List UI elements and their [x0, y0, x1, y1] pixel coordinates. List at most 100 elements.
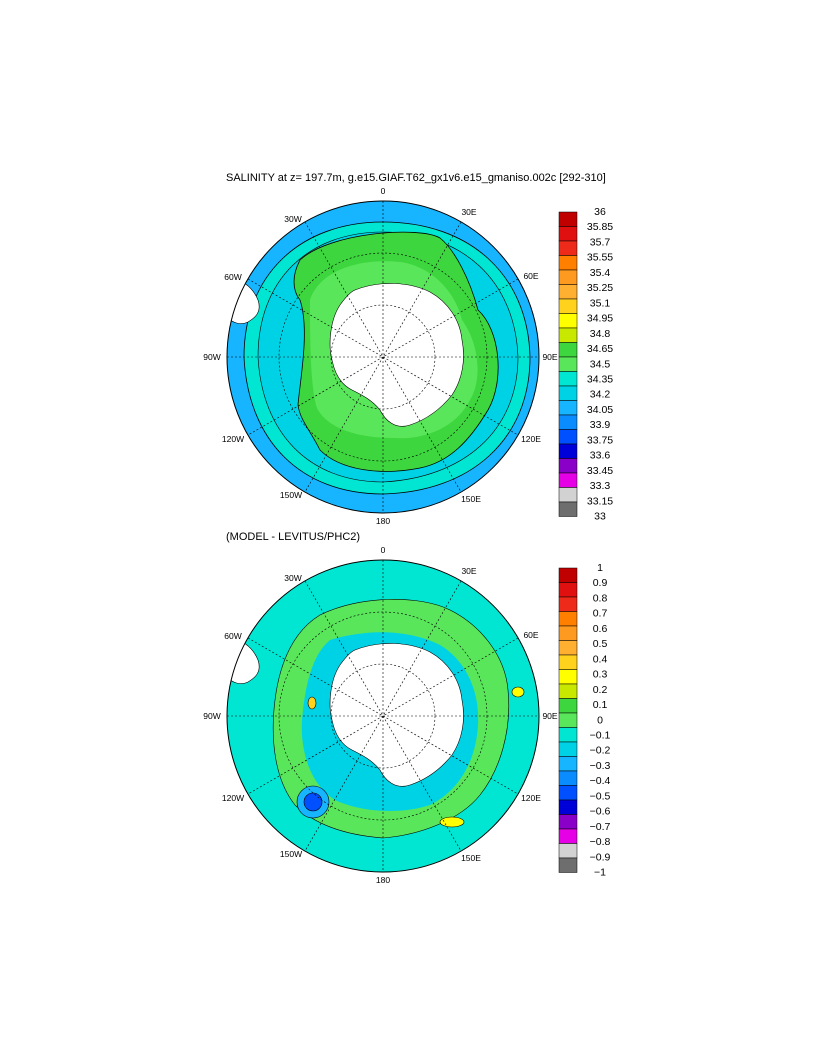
colorbar-label: 34.5 [590, 358, 611, 370]
longitude-label: 180 [376, 516, 390, 526]
colorbar-swatch [558, 843, 578, 859]
colorbar-label: −0.3 [590, 760, 611, 772]
map-border-bottom [226, 559, 540, 873]
colorbar-label: 33.15 [587, 495, 613, 507]
colorbar-label: 0.9 [593, 577, 608, 589]
colorbar-swatch [558, 458, 578, 474]
colorbar-swatch [558, 429, 578, 445]
colorbar-swatch [558, 698, 578, 714]
colorbar-swatch [558, 785, 578, 801]
longitude-label: 120W [222, 434, 244, 444]
colorbar-swatch [558, 371, 578, 387]
longitude-label: 120W [222, 793, 244, 803]
colorbar-swatch [558, 669, 578, 685]
longitude-label: 150W [280, 849, 302, 859]
colorbar-swatch [558, 727, 578, 743]
colorbar-label: 0.4 [593, 653, 608, 665]
graticule-bottom [227, 560, 539, 872]
longitude-label: 90E [542, 352, 557, 362]
colorbar-label: 35.55 [587, 252, 613, 264]
colorbar-swatch [558, 240, 578, 256]
colorbar-swatch [558, 756, 578, 772]
longitude-label: 60E [523, 271, 538, 281]
colorbar-label: 0.6 [593, 623, 608, 635]
longitude-label: 90E [542, 711, 557, 721]
colorbar-swatch [558, 741, 578, 757]
blob-positive-60e [511, 686, 525, 698]
colorbar-swatch [558, 313, 578, 329]
longitude-label: 150E [461, 494, 481, 504]
colorbar-swatch [558, 487, 578, 503]
colorbar-swatch [558, 828, 578, 844]
colorbar-label: 35.4 [590, 267, 611, 279]
colorbar-swatch [558, 582, 578, 598]
map-bottom-difference: 0 30E 60E 90E 120E 150E 180 150W 120W 90W 60W 30W 1… [203, 545, 610, 885]
colorbar-label: −1 [594, 867, 606, 879]
colorbar-label: −0.4 [590, 775, 611, 787]
longitude-label: 30W [284, 573, 301, 583]
colorbar-swatch [558, 683, 578, 699]
colorbar-label: 36 [594, 206, 606, 218]
longitude-label: 30E [461, 566, 476, 576]
colorbar-label: 33 [594, 511, 606, 523]
colorbar-swatch [558, 857, 578, 873]
colorbar-swatch [558, 327, 578, 343]
longitude-label: 0 [381, 186, 386, 196]
colorbar-swatch [558, 501, 578, 517]
colorbar-label: 34.2 [590, 389, 611, 401]
colorbar-label: 33.45 [587, 465, 613, 477]
blob-positive-150e [439, 816, 465, 828]
colorbar-label: −0.5 [590, 790, 611, 802]
colorbar-label: −0.2 [590, 745, 611, 757]
colorbar-swatch [558, 712, 578, 728]
map-top-salinity: 0 30E 60E 90E 120E 150E 180 150W 120W 90W 60W 30W 3… [203, 186, 613, 526]
longitude-label: 30W [284, 214, 301, 224]
colorbar-swatch [558, 814, 578, 830]
longitude-label: 150E [461, 853, 481, 863]
colorbar-label: 0.3 [593, 669, 608, 681]
colorbar-top: 36 35.85 35.7 35.55 35.4 35.25 35.1 34.95 34.8 34… [558, 206, 613, 523]
colorbar-swatch [558, 211, 578, 227]
colorbar-label: 0.2 [593, 684, 608, 696]
colorbar-label: 34.35 [587, 373, 613, 385]
colorbar-swatch [558, 400, 578, 416]
colorbar-label: 1 [597, 562, 603, 574]
map-top-title: SALINITY at z= 197.7m, g.e15.GIAF.T62_gx… [226, 172, 606, 184]
colorbar-label: 33.3 [590, 480, 611, 492]
blob-negative-core [303, 792, 323, 812]
colorbar-label: 33.75 [587, 434, 613, 446]
longitude-label: 60E [523, 630, 538, 640]
colorbar-label: 0.8 [593, 592, 608, 604]
longitude-label: 180 [376, 875, 390, 885]
colorbar-label: −0.1 [590, 729, 611, 741]
colorbar-label: 34.95 [587, 313, 613, 325]
blob-positive-90w [307, 696, 317, 710]
longitude-label: 60W [224, 631, 241, 641]
colorbar-swatch [558, 342, 578, 358]
colorbar-swatch [558, 799, 578, 815]
colorbar-label: 0.7 [593, 608, 608, 620]
colorbar-label: 34.05 [587, 404, 613, 416]
colorbar-swatch [558, 640, 578, 656]
colorbar-swatch [558, 385, 578, 401]
colorbar-swatch [558, 298, 578, 314]
colorbar-swatch [558, 611, 578, 627]
colorbar-label: −0.7 [590, 821, 611, 833]
longitude-label: 60W [224, 272, 241, 282]
colorbar-swatch [558, 596, 578, 612]
colorbar-label: 0.1 [593, 699, 608, 711]
colorbar-swatch [558, 567, 578, 583]
colorbar-swatch [558, 625, 578, 641]
colorbar-label: 35.7 [590, 236, 611, 248]
colorbar-swatch [558, 269, 578, 285]
colorbar-swatch [558, 472, 578, 488]
colorbar-swatch [558, 284, 578, 300]
longitude-label: 150W [280, 490, 302, 500]
colorbar-label: 33.9 [590, 419, 611, 431]
colorbar-swatch [558, 356, 578, 372]
longitude-labels-bottom: 0 30E 60E 90E 120E 150E 180 150W 120W 90W 60W 30W [203, 545, 558, 885]
colorbar-label: 35.25 [587, 282, 613, 294]
longitude-label: 0 [381, 545, 386, 555]
longitude-labels-top: 0 30E 60E 90E 120E 150E 180 150W 120W 90W 60W 30W [203, 186, 558, 526]
